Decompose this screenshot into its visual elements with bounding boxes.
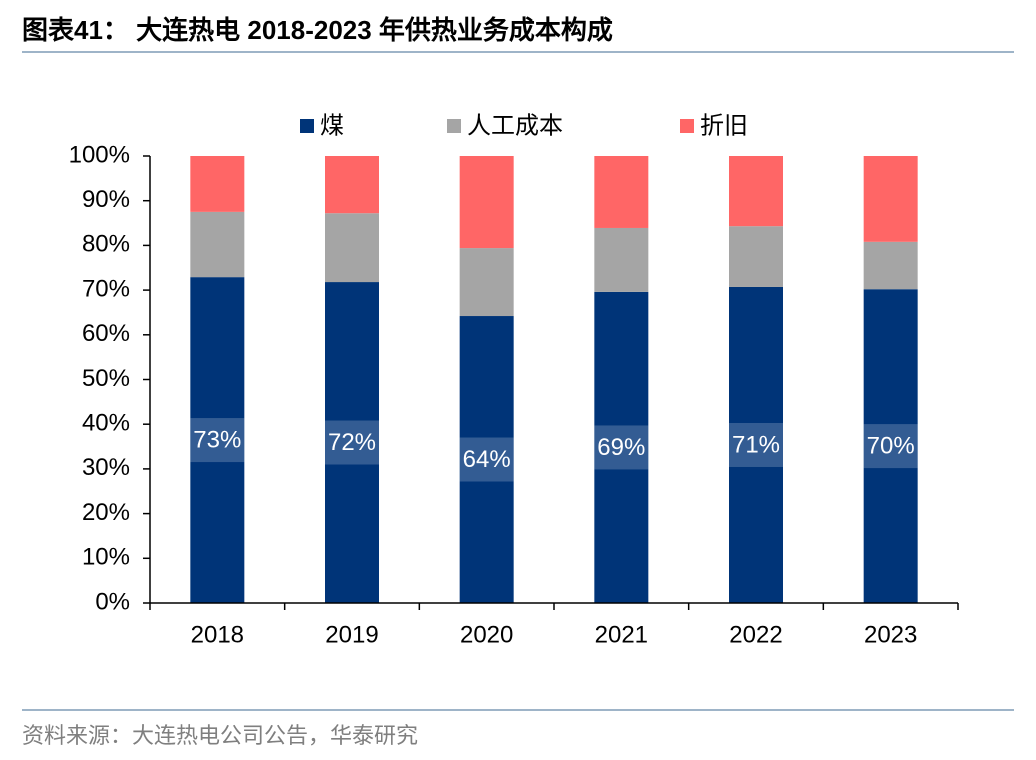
bar-segment [325,282,379,603]
legend-label: 人工成本 [467,112,563,139]
bar-segment [459,316,514,603]
data-label: 73% [193,426,241,453]
data-label: 70% [867,432,915,459]
y-tick-label: 70% [82,275,130,302]
y-tick-label: 20% [82,499,130,526]
y-tick-label: 90% [82,186,130,213]
bar-segment [325,156,379,214]
data-label: 71% [732,431,780,458]
data-label-box [729,422,783,467]
data-label: 69% [597,434,645,461]
x-tick-label: 2022 [729,621,782,648]
data-label: 64% [463,446,511,473]
bar-segment [863,156,918,242]
legend-swatch [447,119,461,133]
page-title: 图表41： 大连热电 2018-2023 年供热业务成本构成 [22,15,613,45]
bar-segment [190,277,245,603]
y-tick-label: 50% [82,365,130,392]
x-tick-label: 2020 [460,621,513,648]
bar-segment [594,291,649,603]
data-label-box [863,424,918,469]
legend-label: 煤 [320,112,344,139]
legend-swatch [300,119,314,133]
y-tick-label: 100% [69,141,130,168]
bar-segment [594,156,649,228]
legend-label: 折旧 [700,112,748,139]
bar-segment [729,226,783,287]
y-tick-label: 10% [82,544,130,571]
y-tick-label: 30% [82,454,130,481]
bar-segment [325,213,379,283]
data-label-box [459,437,514,482]
bar-segment [863,289,918,603]
bar-segment [729,156,783,227]
x-tick-label: 2021 [595,621,648,648]
data-label: 72% [328,429,376,456]
bar-segment [459,248,514,317]
bar-segment [190,156,245,212]
x-tick-label: 2018 [191,621,244,648]
legend-swatch [680,119,694,133]
y-tick-label: 40% [82,410,130,437]
source-note: 资料来源：大连热电公司公告，华泰研究 [22,723,418,748]
bar-segment [594,227,649,292]
x-tick-label: 2023 [864,621,917,648]
y-tick-label: 0% [95,588,130,615]
data-label-box [190,418,245,463]
bar-segment [729,286,783,603]
bar-segment [459,156,514,249]
data-label-box [325,420,379,465]
bar-segment [190,211,245,278]
bar-segment [863,241,918,290]
data-label-box [594,425,649,470]
y-tick-label: 60% [82,320,130,347]
x-tick-label: 2019 [325,621,378,648]
y-tick-label: 80% [82,231,130,258]
